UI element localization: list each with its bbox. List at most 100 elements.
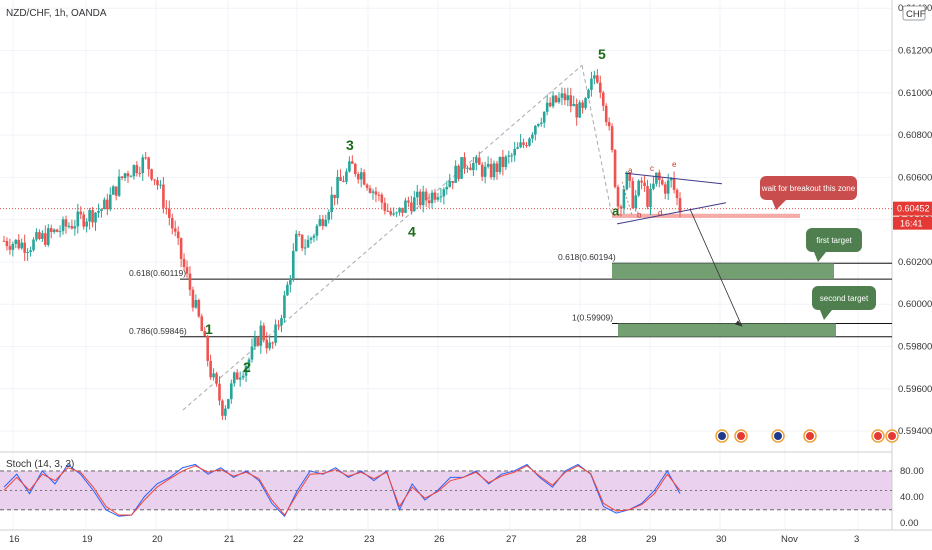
- stoch-title: Stoch (14, 3, 3): [6, 459, 74, 470]
- candle-body: [241, 375, 245, 378]
- candle-body: [539, 122, 543, 124]
- candle-body: [640, 180, 643, 183]
- candle-body: [185, 267, 189, 274]
- candle-body: [466, 167, 469, 169]
- candle-body: [55, 229, 59, 232]
- candle-body: [336, 176, 339, 199]
- time-tick-label: 16: [9, 534, 20, 545]
- candle-body: [20, 242, 24, 249]
- candle-body: [91, 210, 94, 223]
- candle-body: [374, 191, 378, 195]
- candle-body: [451, 180, 454, 183]
- candle-body: [356, 173, 360, 180]
- candle-body: [622, 189, 626, 209]
- candle-body: [297, 233, 301, 235]
- wave-guide-line: [581, 65, 613, 216]
- triangle-upper-line: [624, 172, 723, 185]
- candle-body: [413, 197, 416, 212]
- time-tick-label: Nov: [781, 534, 798, 545]
- candle-body: [537, 123, 540, 126]
- candle-body: [206, 336, 209, 361]
- candle-body: [643, 182, 646, 186]
- candle-body: [516, 147, 519, 149]
- candle-body: [100, 209, 103, 211]
- candle-body: [448, 180, 452, 187]
- candle-body: [407, 200, 410, 203]
- candle-body: [663, 184, 667, 194]
- candle-body: [108, 194, 112, 210]
- candle-body: [368, 187, 372, 193]
- candle-body: [321, 219, 325, 227]
- candle-body: [333, 194, 336, 199]
- candle-body: [88, 210, 91, 222]
- candle-body: [244, 366, 248, 376]
- candle-body: [256, 337, 260, 346]
- candle-body: [492, 163, 496, 178]
- candle-body: [548, 102, 552, 107]
- current-price-badge: 0.60452 16:41: [893, 201, 932, 230]
- candle-body: [277, 324, 280, 326]
- candle-body: [315, 225, 319, 236]
- candle-body: [212, 373, 215, 378]
- candle-body: [634, 195, 638, 208]
- fib-label: 0.618(0.60119): [129, 268, 186, 278]
- candle-body: [457, 165, 460, 179]
- candle-body: [442, 189, 446, 197]
- candle-body: [534, 125, 537, 135]
- candle-body: [510, 155, 514, 157]
- currency-badge[interactable]: CHF: [902, 5, 926, 21]
- wave-label: 2: [243, 359, 251, 375]
- candle-body: [32, 239, 35, 251]
- price-tick-label: 0.60000: [898, 299, 932, 310]
- candle-body: [528, 138, 531, 146]
- price-tick-label: 0.61000: [898, 88, 932, 99]
- candle-body: [330, 194, 333, 213]
- candle-body: [23, 242, 26, 253]
- candle-body: [596, 75, 599, 83]
- fib-label: 0.618(0.60194): [558, 252, 616, 262]
- candle-body: [85, 221, 88, 227]
- candle-body: [477, 157, 481, 165]
- candle-body: [578, 102, 581, 118]
- candle-layer: [2, 69, 682, 421]
- candle-body: [486, 163, 490, 167]
- candle-body: [29, 250, 32, 252]
- stoch-pane: 80.00 40.00 0.00: [0, 463, 924, 529]
- candle-body: [404, 200, 407, 213]
- candle-body: [348, 161, 351, 172]
- callout-text: wait for breakout this zone: [761, 184, 856, 193]
- candle-body: [433, 192, 437, 200]
- candle-body: [469, 167, 472, 171]
- wave-guide-line: [182, 64, 583, 411]
- candle-body: [94, 212, 97, 223]
- candle-body: [610, 126, 614, 151]
- candle-body: [342, 180, 345, 182]
- candle-body: [274, 324, 277, 343]
- candle-body: [221, 400, 224, 416]
- candle-body: [318, 219, 322, 226]
- candle-body: [631, 180, 635, 208]
- candle-body: [191, 289, 195, 308]
- candle-body: [117, 176, 121, 196]
- price-tick-label: 0.60200: [898, 257, 932, 268]
- candle-body: [607, 122, 611, 127]
- candle-body: [410, 202, 413, 212]
- candle-body: [362, 172, 366, 185]
- candle-body: [129, 176, 133, 178]
- time-tick-label: 29: [646, 534, 657, 545]
- flag-icon: [774, 432, 782, 440]
- candle-body: [17, 239, 21, 249]
- wave-label: 1: [205, 321, 213, 337]
- candle-body: [672, 178, 676, 190]
- candle-body: [542, 111, 546, 123]
- candle-body: [103, 199, 106, 210]
- candle-body: [658, 172, 661, 181]
- candle-body: [162, 184, 165, 208]
- candle-body: [159, 184, 162, 186]
- price-tick-label: 0.61200: [898, 46, 932, 57]
- candle-body: [114, 186, 118, 196]
- time-axis[interactable]: 16 19 20 21 22 23 26 27 28 29 30 Nov 3: [9, 534, 859, 545]
- candle-body: [560, 93, 564, 98]
- event-markers[interactable]: [715, 429, 899, 443]
- candle-body: [525, 144, 528, 146]
